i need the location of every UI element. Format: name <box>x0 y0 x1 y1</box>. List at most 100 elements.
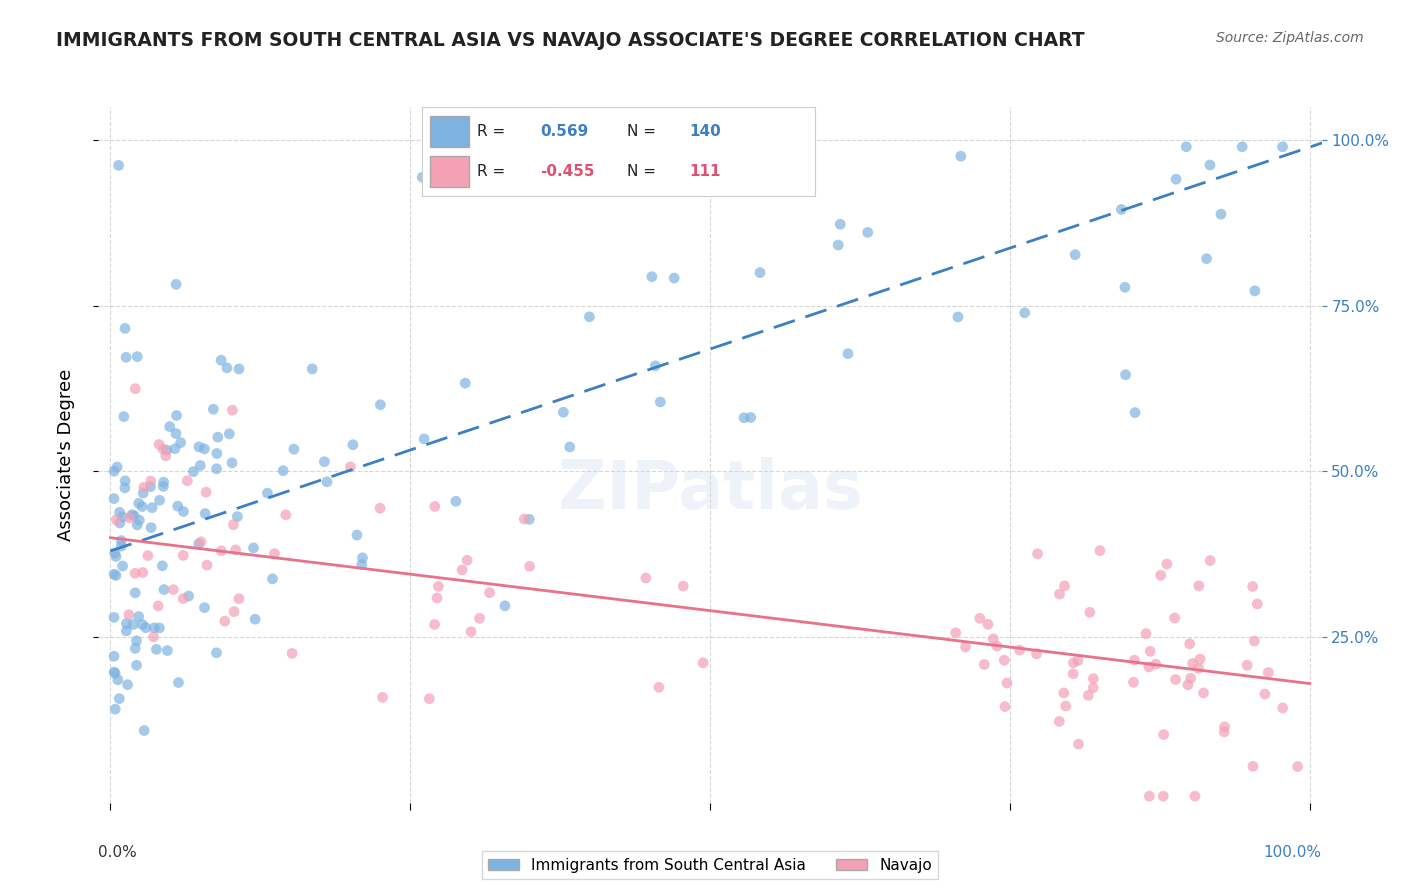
Immigrants from South Central Asia <box>352 550 374 565</box>
Text: 0.569: 0.569 <box>540 124 588 138</box>
Navajo <box>1188 661 1211 675</box>
Immigrants from South Central Asia <box>115 616 138 631</box>
Immigrants from South Central Asia <box>122 508 145 523</box>
Navajo <box>172 591 194 606</box>
Immigrants from South Central Asia <box>749 266 772 280</box>
Immigrants from South Central Asia <box>207 430 229 444</box>
Navajo <box>1189 652 1212 666</box>
Immigrants from South Central Asia <box>128 609 150 624</box>
Navajo <box>1192 686 1215 700</box>
Immigrants from South Central Asia <box>221 456 243 470</box>
Navajo <box>1077 689 1099 703</box>
Text: IMMIGRANTS FROM SOUTH CENTRAL ASIA VS NAVAJO ASSOCIATE'S DEGREE CORRELATION CHAR: IMMIGRANTS FROM SOUTH CENTRAL ASIA VS NA… <box>56 31 1085 50</box>
Navajo <box>1137 789 1160 804</box>
Navajo <box>118 607 141 622</box>
Immigrants from South Central Asia <box>131 500 153 514</box>
Navajo <box>162 582 184 597</box>
Navajo <box>418 691 440 706</box>
Immigrants from South Central Asia <box>108 691 131 706</box>
Immigrants from South Central Asia <box>205 646 228 660</box>
Immigrants from South Central Asia <box>183 465 205 479</box>
Immigrants from South Central Asia <box>124 586 146 600</box>
Text: ZIPatlas: ZIPatlas <box>558 457 862 523</box>
Immigrants from South Central Asia <box>644 359 666 373</box>
Immigrants from South Central Asia <box>370 398 392 412</box>
Navajo <box>1088 543 1111 558</box>
Navajo <box>1236 658 1258 673</box>
Navajo <box>1150 568 1173 582</box>
Navajo <box>1081 681 1104 695</box>
Navajo <box>1181 657 1204 671</box>
Navajo <box>1078 605 1101 619</box>
Immigrants from South Central Asia <box>188 458 211 473</box>
Navajo <box>105 513 128 527</box>
Y-axis label: Associate's Degree: Associate's Degree <box>56 368 75 541</box>
Immigrants from South Central Asia <box>243 612 266 626</box>
Immigrants from South Central Asia <box>202 402 225 417</box>
Navajo <box>986 639 1008 653</box>
Navajo <box>1199 553 1222 567</box>
Immigrants from South Central Asia <box>314 455 336 469</box>
Immigrants from South Central Asia <box>733 410 755 425</box>
Navajo <box>1254 687 1277 701</box>
Immigrants from South Central Asia <box>662 271 685 285</box>
Immigrants from South Central Asia <box>218 426 240 441</box>
Immigrants from South Central Asia <box>1114 280 1136 294</box>
Navajo <box>1135 626 1157 640</box>
Immigrants from South Central Asia <box>167 675 190 690</box>
Navajo <box>513 512 536 526</box>
Immigrants from South Central Asia <box>188 440 211 454</box>
Immigrants from South Central Asia <box>1014 306 1036 320</box>
Navajo <box>1025 647 1047 661</box>
Immigrants from South Central Asia <box>104 546 127 560</box>
Immigrants from South Central Asia <box>143 621 166 635</box>
Navajo <box>1026 547 1049 561</box>
Navajo <box>263 547 285 561</box>
Navajo <box>274 508 297 522</box>
Immigrants from South Central Asia <box>169 435 191 450</box>
Navajo <box>371 690 394 705</box>
Navajo <box>634 571 657 585</box>
Immigrants from South Central Asia <box>163 442 186 456</box>
Immigrants from South Central Asia <box>578 310 600 324</box>
Immigrants from South Central Asia <box>108 505 131 519</box>
Immigrants from South Central Asia <box>117 678 139 692</box>
Navajo <box>225 542 247 557</box>
Immigrants from South Central Asia <box>262 572 284 586</box>
Text: 100.0%: 100.0% <box>1264 845 1322 860</box>
Immigrants from South Central Asia <box>107 673 129 687</box>
Text: -0.455: -0.455 <box>540 164 595 178</box>
Navajo <box>1047 714 1070 729</box>
Navajo <box>423 617 446 632</box>
Navajo <box>1178 637 1201 651</box>
Immigrants from South Central Asia <box>139 520 162 534</box>
Immigrants from South Central Asia <box>103 464 125 478</box>
Immigrants from South Central Asia <box>1209 207 1232 221</box>
Navajo <box>339 459 361 474</box>
Immigrants from South Central Asia <box>149 493 172 508</box>
Navajo <box>195 558 218 573</box>
Immigrants from South Central Asia <box>104 549 127 564</box>
Navajo <box>973 657 995 672</box>
Text: R =: R = <box>477 164 505 178</box>
Immigrants from South Central Asia <box>114 481 136 495</box>
Immigrants from South Central Asia <box>316 475 339 489</box>
Navajo <box>427 579 450 593</box>
Text: N =: N = <box>627 124 655 138</box>
Text: N =: N = <box>627 164 655 178</box>
Navajo <box>142 630 165 644</box>
Navajo <box>1213 724 1236 739</box>
Navajo <box>995 676 1018 690</box>
Immigrants from South Central Asia <box>127 350 149 364</box>
Navajo <box>451 563 474 577</box>
Immigrants from South Central Asia <box>165 426 187 441</box>
Navajo <box>1122 675 1144 690</box>
Immigrants from South Central Asia <box>141 500 163 515</box>
Navajo <box>281 646 304 660</box>
Immigrants from South Central Asia <box>205 446 228 460</box>
Navajo <box>456 553 478 567</box>
Navajo <box>1067 737 1090 751</box>
Navajo <box>146 599 169 613</box>
Immigrants from South Central Asia <box>856 226 879 240</box>
Immigrants from South Central Asia <box>128 496 150 510</box>
